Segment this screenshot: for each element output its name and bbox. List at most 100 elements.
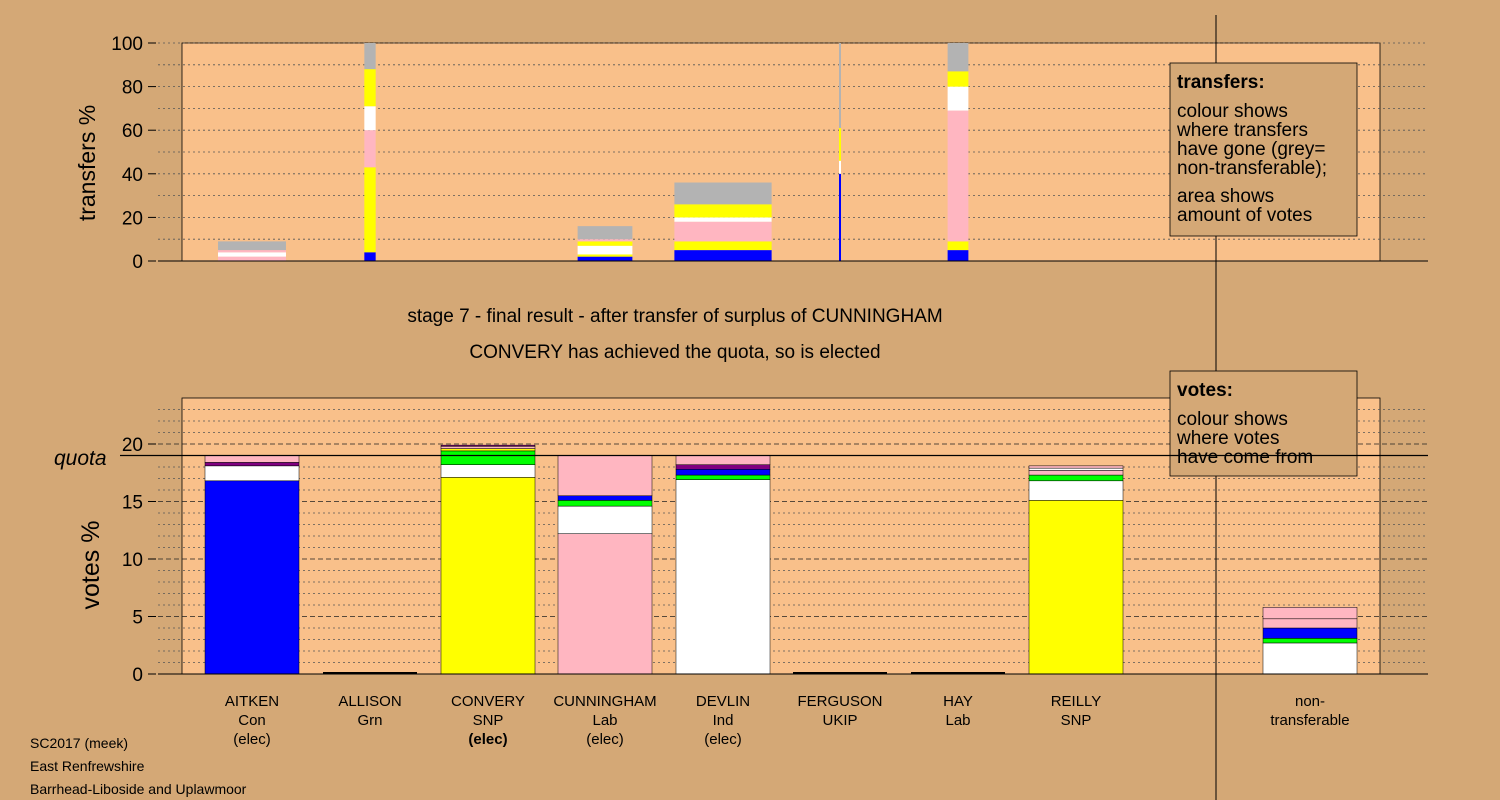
votes-legend-title: votes: <box>1177 380 1233 401</box>
vote-bar-segment <box>557 533 653 675</box>
vote-bar-segment <box>675 479 771 675</box>
vote-bar-segment <box>440 448 536 452</box>
transfer-bar-segment <box>364 43 376 70</box>
vote-bar-segment <box>557 455 653 496</box>
vote-bar-segment <box>675 455 771 465</box>
transfer-bar-segment <box>218 256 286 261</box>
votes-legend-line: where votes <box>1176 428 1279 449</box>
transfer-bar-segment <box>839 173 841 261</box>
vote-bar-segment <box>1028 474 1124 482</box>
vote-bar-segment <box>204 465 300 482</box>
votes-tick-label: 20 <box>122 435 143 456</box>
candidate-label: SNP <box>473 712 504 729</box>
votes-tick-label: 10 <box>122 550 143 571</box>
transfer-bar-segment <box>577 245 633 255</box>
vote-bar-segment <box>1262 638 1358 644</box>
vote-bar-segment <box>1028 480 1124 501</box>
vote-bar-segment <box>1262 618 1358 629</box>
transfers-axis-label: transfers % <box>74 105 100 221</box>
vote-bar-segment <box>1028 465 1124 469</box>
transfer-bar-segment <box>947 43 969 72</box>
transfer-bar-segment <box>577 254 633 257</box>
transfer-bar-segment <box>674 182 772 205</box>
transfer-bar-segment <box>839 160 841 174</box>
transfer-bar-segment <box>839 128 841 161</box>
transfer-bar-segment <box>674 221 772 242</box>
vote-bar-segment <box>440 450 536 465</box>
votes-legend-line: have come from <box>1177 447 1313 468</box>
candidate-label: Grn <box>357 712 382 729</box>
transfer-bar-segment <box>364 167 376 253</box>
vote-bar-segment <box>675 469 771 476</box>
transfers-legend-title: transfers: <box>1177 72 1265 93</box>
transfer-bar-segment <box>947 71 969 87</box>
transfer-bar-segment <box>947 86 969 111</box>
votes-tick-label: 0 <box>132 665 143 686</box>
transfer-bar-segment <box>674 250 772 261</box>
transfers-legend-line: area shows <box>1177 186 1274 207</box>
transfers-legend-line: colour shows <box>1177 101 1288 122</box>
candidate-label: REILLY <box>1051 693 1102 710</box>
footer-line: SC2017 (meek) <box>30 735 128 751</box>
vote-bar-segment <box>1262 607 1358 620</box>
footer-line: East Renfrewshire <box>30 758 145 774</box>
vote-bar-segment <box>1262 642 1358 675</box>
votes-tick-label: 5 <box>132 608 143 629</box>
transfer-bar-segment <box>577 256 633 261</box>
transfer-bar-segment <box>364 130 376 168</box>
candidate-label: (elec) <box>704 731 742 748</box>
nontransferable-label: transferable <box>1270 712 1349 729</box>
candidate-label: UKIP <box>822 712 857 729</box>
transfers-legend-line: where transfers <box>1176 120 1308 141</box>
transfer-bar-segment <box>674 217 772 222</box>
vote-bar-segment <box>1028 470 1124 476</box>
votes-axis-label: votes % <box>77 521 105 610</box>
candidate-labels: AITKEN Con (elec) ALLISON Grn CONVERY SNP (elec… <box>225 693 1101 748</box>
candidate-label: HAY <box>943 693 973 710</box>
candidate-label: CONVERY <box>451 693 525 710</box>
votes-tick-label: 15 <box>122 493 143 514</box>
vote-bar-segment <box>204 455 300 463</box>
vote-bar-segment <box>440 477 536 675</box>
candidate-label: SNP <box>1061 712 1092 729</box>
transfers-tick-label: 60 <box>122 121 143 142</box>
transfer-bar-segment <box>218 250 286 253</box>
vote-bar-segment <box>1028 500 1124 675</box>
candidate-label: ALLISON <box>338 693 401 710</box>
transfer-bar-segment <box>218 241 286 251</box>
axes: 0 20 40 60 80 100 0 5 10 15 20 <box>111 34 1428 686</box>
transfer-bar-segment <box>839 43 841 129</box>
vote-bar-segment <box>675 464 771 470</box>
stage-line-2: CONVERY has achieved the quota, so is el… <box>469 342 880 363</box>
transfers-legend-line: non-transferable); <box>1177 158 1327 179</box>
candidate-label: (elec) <box>468 731 507 748</box>
votes-legend-line: colour shows <box>1177 409 1288 430</box>
vote-bar-segment <box>557 500 653 507</box>
transfer-bar-segment <box>364 252 376 261</box>
votes-legend: votes: colour shows where votes have com… <box>1169 370 1358 477</box>
candidate-label: (elec) <box>586 731 624 748</box>
vote-bar-segment <box>440 444 536 447</box>
candidate-label: FERGUSON <box>797 693 882 710</box>
candidate-label: Ind <box>713 712 734 729</box>
candidate-label: Con <box>238 712 266 729</box>
transfers-bars <box>218 43 969 261</box>
candidate-label: Lab <box>945 712 970 729</box>
transfer-bar-segment <box>674 204 772 218</box>
stage-line-1: stage 7 - final result - after transfer … <box>407 306 942 327</box>
transfer-bar-segment <box>577 239 633 242</box>
transfer-bar-segment <box>674 241 772 251</box>
transfer-bar-segment <box>218 252 286 257</box>
vote-bar-segment <box>204 462 300 467</box>
votes-bars <box>204 444 1358 675</box>
candidate-label: CUNNINGHAM <box>553 693 656 710</box>
transfers-legend-line: amount of votes <box>1177 205 1312 226</box>
quota-label: quota <box>54 447 107 470</box>
transfers-tick-label: 0 <box>132 252 143 273</box>
transfer-bar-segment <box>577 226 633 240</box>
vote-bar-segment <box>440 446 536 449</box>
transfers-tick-label: 100 <box>111 34 143 55</box>
transfers-tick-label: 20 <box>122 208 143 229</box>
transfer-bar-segment <box>364 106 376 131</box>
